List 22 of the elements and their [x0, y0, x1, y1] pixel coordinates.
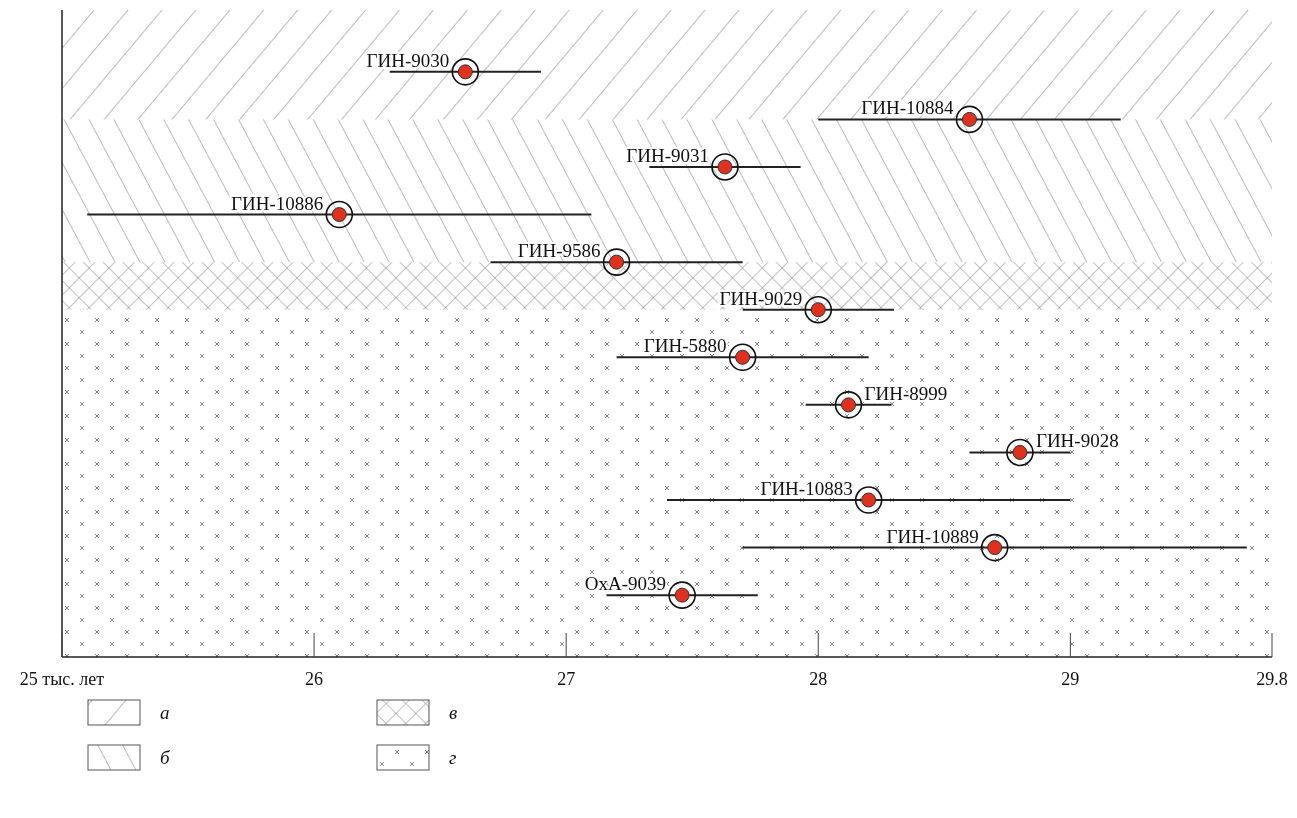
x-tick-label: 29.8	[1256, 669, 1288, 689]
y-tick-label: ГИН-5880	[643, 335, 727, 357]
y-tick-label: OxA-9039	[584, 573, 667, 595]
y-tick-label: ГИН-10886	[231, 192, 324, 214]
y-tick-label: ГИН-10883	[760, 478, 853, 500]
y-tick-label: ГИН-10884	[861, 97, 954, 119]
y-tick-label: ГИН-8999	[864, 382, 948, 404]
legend-label: а	[160, 702, 170, 723]
y-tick-label: ГИН-9029	[719, 287, 803, 309]
y-tick-label: ГИН-9028	[1035, 430, 1119, 452]
x-tick-label: 26	[305, 669, 324, 689]
x-tick-label: 28	[809, 669, 828, 689]
x-tick-label: 27	[557, 669, 576, 689]
legend-label: в	[449, 702, 458, 723]
y-tick-label: ГИН-9586	[517, 240, 601, 262]
x-tick-label: 25 тыс. лет	[19, 669, 105, 689]
legend-label: г	[449, 747, 457, 768]
y-tick-label: ГИН-9031	[626, 144, 709, 166]
x-tick-label: 29	[1061, 669, 1080, 689]
y-tick-label: ГИН-10889	[886, 525, 979, 547]
y-tick-label: ГИН-9030	[366, 49, 450, 71]
legend-label: б	[160, 747, 171, 768]
